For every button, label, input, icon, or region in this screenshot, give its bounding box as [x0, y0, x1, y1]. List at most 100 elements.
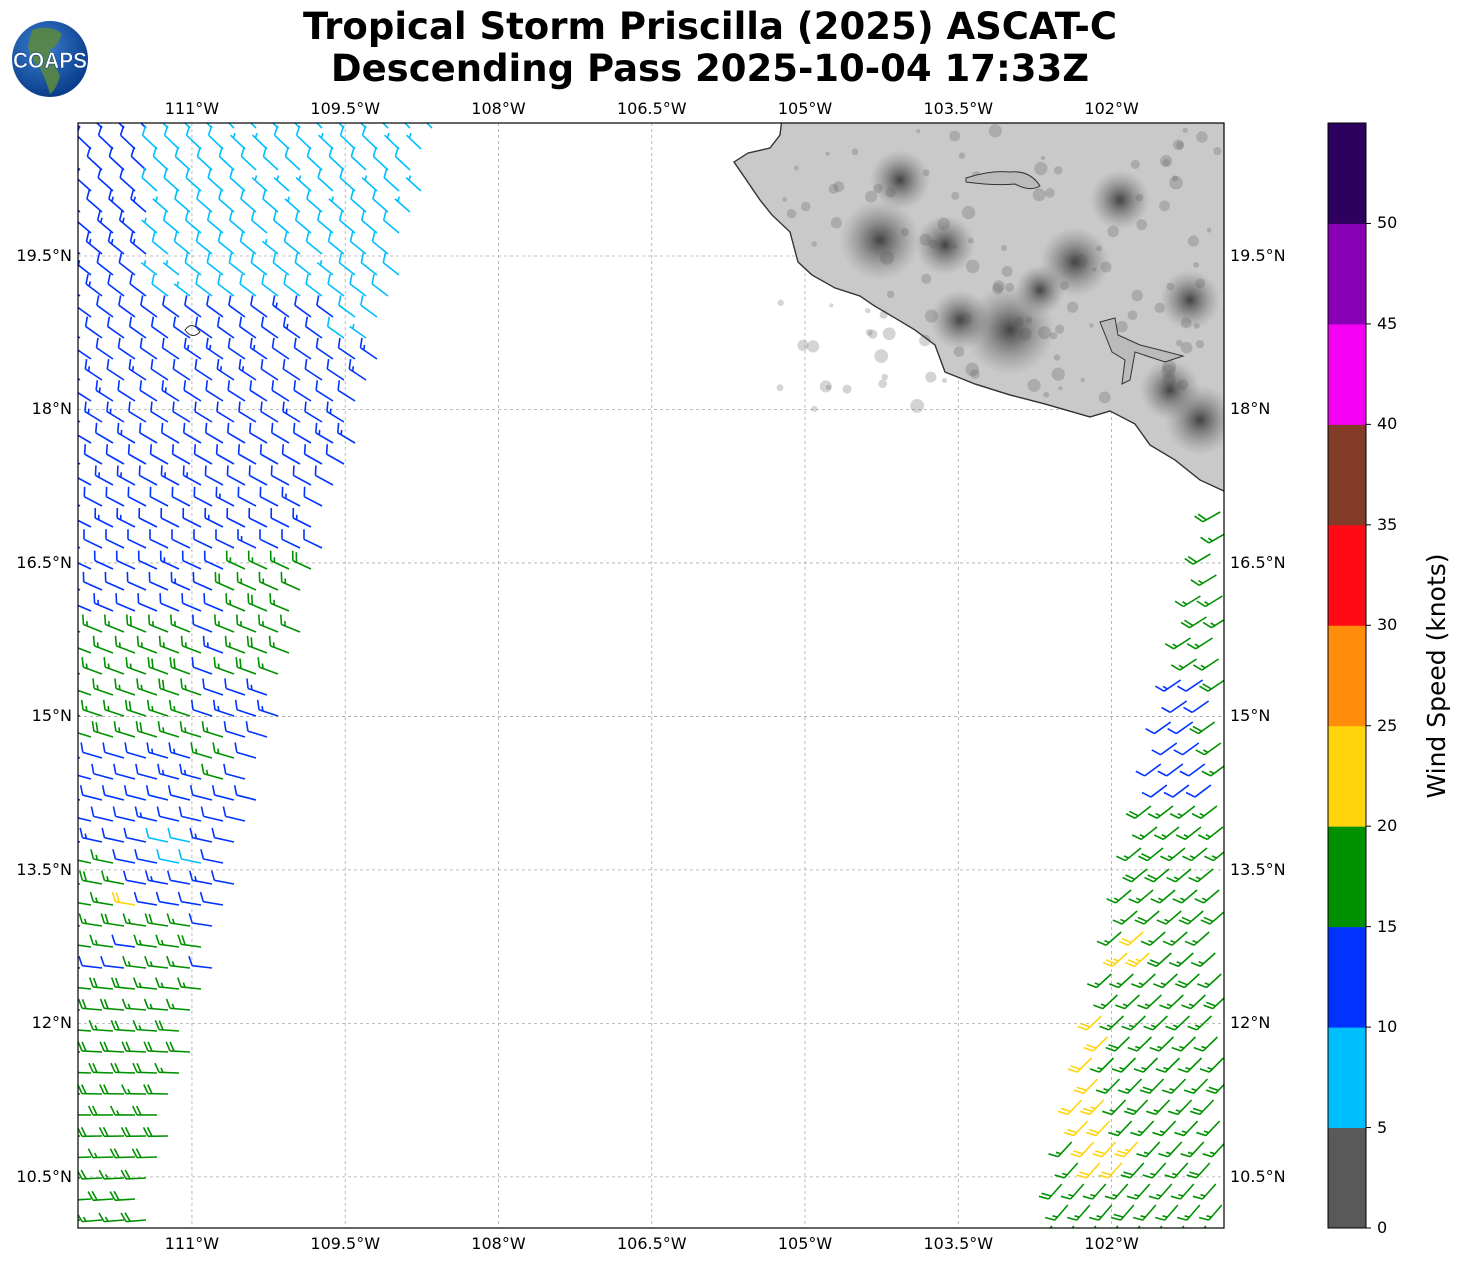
wind-barb	[1169, 805, 1196, 819]
wind-barb	[189, 785, 213, 801]
wind-barb	[203, 593, 224, 612]
wind-barb	[120, 1212, 147, 1223]
wind-barb	[1174, 595, 1201, 608]
wind-barb	[194, 401, 213, 423]
terrain-shading	[885, 187, 896, 198]
wind-barb	[1165, 1015, 1190, 1031]
wind-barb	[359, 337, 378, 360]
wind-barb	[360, 210, 378, 234]
wind-barb	[1191, 805, 1218, 819]
wind-barb	[1173, 742, 1200, 756]
wind-barb	[1147, 805, 1174, 819]
wind-barb	[160, 507, 180, 528]
wind-barb	[218, 146, 235, 171]
wind-barb	[1144, 868, 1170, 883]
wind-barb	[212, 699, 235, 717]
wind-barb	[1093, 994, 1118, 1010]
wind-barb	[270, 422, 290, 444]
terrain-shading	[915, 215, 975, 275]
wind-barb	[182, 422, 202, 444]
wind-barb	[152, 146, 169, 171]
wind-barb	[249, 337, 268, 360]
wind-barb	[270, 465, 290, 486]
wind-barb	[1176, 1204, 1201, 1221]
wind-barb	[129, 231, 147, 255]
wind-barb	[78, 859, 92, 864]
terrain-shading	[1158, 200, 1170, 212]
terrain-shading	[1160, 155, 1173, 168]
wind-barb	[1130, 973, 1156, 989]
wind-barb	[94, 507, 114, 528]
wind-barb	[1101, 1099, 1127, 1116]
wind-barb	[1190, 952, 1216, 968]
wind-barb	[1196, 1120, 1221, 1137]
wind-barb	[184, 252, 202, 276]
wind-barb	[1197, 826, 1224, 841]
wind-barb	[226, 422, 246, 444]
colorbar-tick-label: 25	[1377, 715, 1398, 735]
wind-barb	[78, 798, 81, 801]
wind-barb	[250, 252, 268, 276]
colorbar-bin	[1328, 1127, 1366, 1229]
wind-barb	[1170, 1183, 1195, 1200]
wind-barb	[1108, 973, 1134, 989]
wind-barb	[216, 401, 235, 423]
wind-barb	[1180, 1141, 1205, 1158]
wind-barb	[215, 486, 235, 507]
wind-barb	[1135, 763, 1162, 777]
wind-barb	[226, 507, 246, 528]
wind-barb	[1164, 1162, 1189, 1179]
wind-barb	[84, 401, 103, 423]
wind-barb	[1038, 1183, 1063, 1200]
wind-barb	[1102, 952, 1128, 968]
wind-barb	[140, 260, 158, 276]
terrain-shading	[819, 380, 832, 393]
wind-barb	[245, 721, 268, 738]
wind-barb	[1174, 1120, 1199, 1137]
wind-barb	[1112, 910, 1138, 925]
wind-barb	[1067, 1057, 1093, 1073]
wind-barb	[114, 678, 136, 696]
svg-text:COAPS: COAPS	[13, 48, 87, 73]
wind-barb	[1193, 1036, 1219, 1052]
wind-barb	[96, 252, 114, 276]
wind-barb	[1199, 679, 1224, 692]
terrain-shading	[961, 205, 976, 220]
wind-barb	[168, 742, 191, 759]
wind-barb	[1114, 1141, 1139, 1158]
lon-tick-label-bottom: 108°W	[471, 1234, 526, 1253]
terrain-shading	[1089, 323, 1094, 328]
lon-tick-label-top: 102°W	[1084, 99, 1139, 118]
wind-barb	[1151, 742, 1178, 756]
wind-barb	[121, 998, 147, 1011]
wind-barb	[78, 924, 81, 927]
wind-barb	[348, 358, 367, 381]
wind-barb	[1079, 1099, 1105, 1116]
wind-barb	[248, 422, 268, 444]
wind-barb	[259, 444, 279, 465]
wind-barb	[338, 252, 356, 276]
wind-barb	[259, 529, 279, 549]
wind-barb	[360, 252, 378, 276]
wind-barb	[78, 1198, 92, 1201]
wind-barb	[1199, 1057, 1224, 1073]
lon-tick-label-top: 106.5°W	[616, 99, 687, 118]
wind-barb	[133, 934, 158, 948]
wind-barb	[99, 998, 125, 1011]
wind-barb	[1196, 973, 1222, 989]
wind-barb	[124, 742, 147, 759]
wind-barb	[217, 273, 235, 297]
wind-barb	[176, 977, 202, 990]
wind-barb	[114, 635, 136, 654]
terrain-shading	[830, 217, 842, 229]
wind-barb	[1092, 1141, 1117, 1158]
terrain-shading	[1034, 161, 1048, 176]
wind-barb	[1145, 1099, 1171, 1116]
colorbar-bin	[1328, 223, 1366, 325]
wind-barb	[82, 571, 103, 591]
wind-barb	[1181, 994, 1206, 1010]
terrain-shading	[1166, 282, 1175, 291]
terrain-shading	[1049, 332, 1058, 340]
wind-barb	[91, 763, 114, 780]
wind-barb	[121, 1084, 147, 1095]
